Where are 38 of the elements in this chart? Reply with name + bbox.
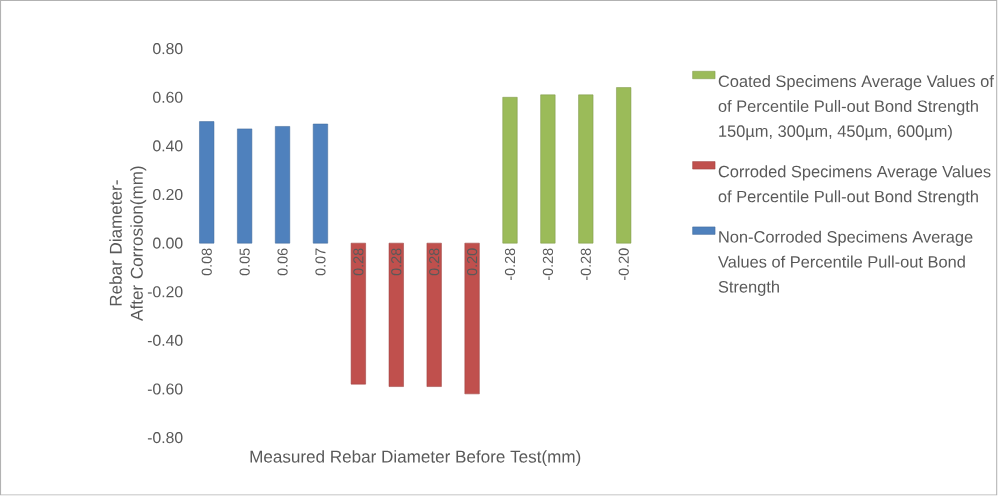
bar xyxy=(237,128,253,244)
x-axis-title: Measured Rebar Diameter Before Test(mm) xyxy=(250,450,581,467)
y-tick-label: -0.20 xyxy=(147,286,183,298)
x-tick-label: 0.08 xyxy=(201,248,212,276)
x-tick-label: 0.07 xyxy=(315,248,326,276)
y-tick-label: 0.20 xyxy=(153,189,183,201)
x-tick-label: 0.28 xyxy=(429,248,440,276)
x-tick-label: -0.28 xyxy=(542,248,554,281)
x-tick-label: 0.28 xyxy=(391,248,402,276)
y-tick-label: -0.60 xyxy=(147,383,183,395)
x-tick-label: -0.28 xyxy=(580,248,591,281)
bar xyxy=(502,97,518,244)
legend-label: Coated Specimens Average Values of of Percentile Pull-out Bond Strength 150µm, 300µm, 450µm, 600µm) xyxy=(718,75,994,141)
bar xyxy=(350,243,366,385)
bar xyxy=(616,87,632,244)
y-tick-label: 0.40 xyxy=(153,140,183,152)
y-tick-label: 0.80 xyxy=(153,43,183,55)
legend-label: Non-Corroded Specimens Average Values of Percentile Pull-out Bond Strength xyxy=(718,230,973,297)
x-tick-label: 0.06 xyxy=(277,248,288,276)
bar xyxy=(464,243,480,395)
y-axis-title: Rebar Diameter- After Corrosion(mm) xyxy=(109,166,147,322)
y-tick-label: 0.60 xyxy=(153,91,183,104)
bar xyxy=(426,243,442,388)
y-tick-label: 0.00 xyxy=(153,237,183,249)
y-tick-label: -0.40 xyxy=(147,335,183,347)
x-tick-label: 0.20 xyxy=(466,248,478,276)
bar xyxy=(388,243,404,388)
x-tick-label: -0.28 xyxy=(504,248,516,281)
bar xyxy=(199,121,215,244)
y-tick-label: -0.80 xyxy=(147,432,183,444)
x-tick-label: 0.28 xyxy=(353,248,364,276)
bar xyxy=(275,126,291,244)
legend-label: Corroded Specimens Average Values of Percentile Pull-out Bond Strength xyxy=(718,165,991,206)
x-tick-label: 0.05 xyxy=(239,248,250,276)
bar xyxy=(578,94,594,244)
bar xyxy=(312,124,328,244)
x-tick-label: -0.20 xyxy=(618,248,629,281)
bar xyxy=(540,94,556,244)
